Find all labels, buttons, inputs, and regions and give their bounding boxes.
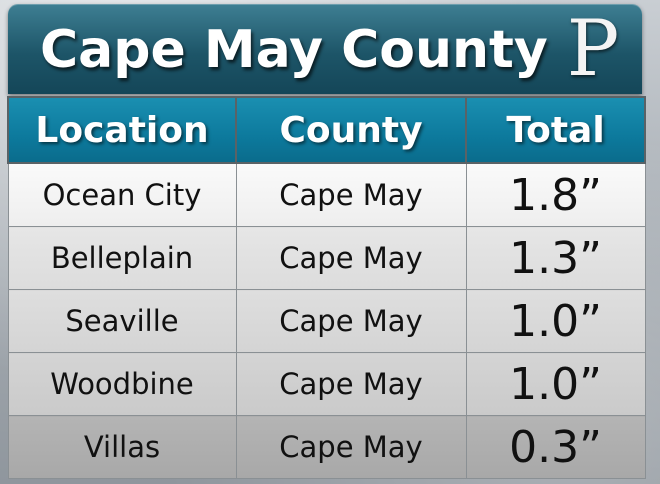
cell-total: 1.0” — [465, 352, 646, 416]
cell-total: 1.0” — [465, 289, 646, 353]
cell-location: Ocean City — [7, 162, 237, 227]
cell-location: Villas — [7, 415, 237, 479]
table-row: Belleplain Cape May 1.3” — [7, 226, 646, 290]
column-header-total: Total — [465, 96, 646, 164]
table-row: Villas Cape May 0.3” — [7, 415, 646, 479]
title-bar: Cape May County P — [8, 4, 642, 94]
snowfall-table: Location County Total Ocean City Cape Ma… — [7, 96, 646, 479]
table-row: Seaville Cape May 1.0” — [7, 289, 646, 353]
table-row: Ocean City Cape May 1.8” — [7, 162, 646, 227]
cell-location: Woodbine — [7, 352, 237, 416]
cell-location: Seaville — [7, 289, 237, 353]
table-row: Woodbine Cape May 1.0” — [7, 352, 646, 416]
column-header-county: County — [235, 96, 467, 164]
cell-total: 1.8” — [465, 162, 646, 227]
column-header-location: Location — [7, 96, 237, 164]
cell-county: Cape May — [235, 289, 467, 353]
cell-county: Cape May — [235, 415, 467, 479]
cell-county: Cape May — [235, 162, 467, 227]
cell-total: 0.3” — [465, 415, 646, 479]
cell-county: Cape May — [235, 352, 467, 416]
cell-total: 1.3” — [465, 226, 646, 290]
cell-location: Belleplain — [7, 226, 237, 290]
logo: P — [566, 4, 620, 94]
table-header-row: Location County Total — [7, 96, 646, 164]
cell-county: Cape May — [235, 226, 467, 290]
page-title: Cape May County — [40, 20, 548, 80]
